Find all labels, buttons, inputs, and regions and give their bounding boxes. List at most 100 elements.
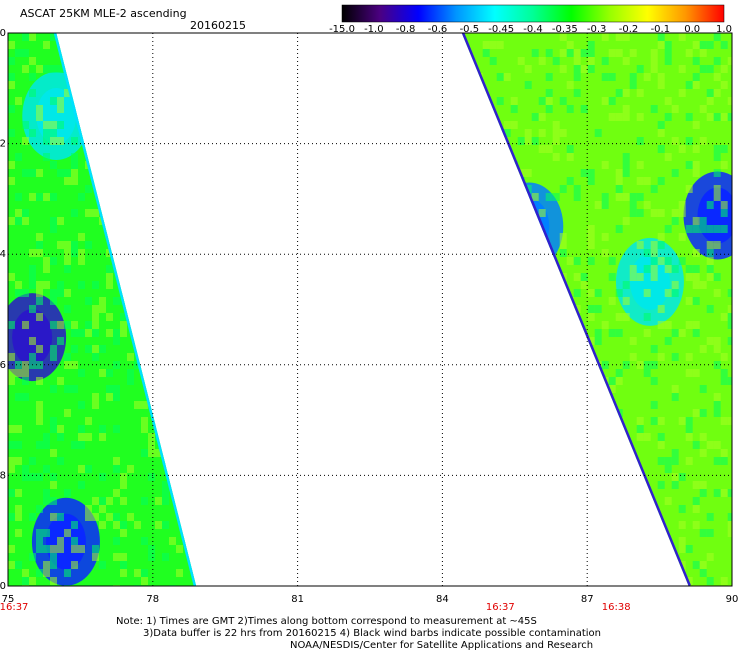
swath-pixel [664,497,672,505]
swath-pixel [190,337,197,345]
swath-pixel [636,137,644,145]
swath-pixel [468,105,476,113]
swath-pixel [113,465,120,473]
swath-pixel [615,521,623,529]
swath-pixel [468,401,476,409]
y-tick-label: -48 [0,470,6,481]
swath-pixel [545,193,553,201]
swath-pixel [15,193,22,201]
swath-pixel [29,305,36,313]
swath-pixel [148,33,155,41]
swath-pixel [29,273,36,281]
swath-pixel [71,57,78,65]
swath-pixel [615,497,623,505]
swath-pixel [664,49,672,57]
swath-pixel [538,281,546,289]
swath-pixel [601,473,609,481]
swath-pixel [190,537,197,545]
swath-pixel [671,105,679,113]
swath-pixel [8,81,15,89]
swath-pixel [15,505,22,513]
swath-pixel [643,313,651,321]
swath-pixel [113,537,120,545]
swath-pixel [482,465,490,473]
swath-pixel [636,193,644,201]
swath-pixel [127,49,134,57]
swath-pixel [692,497,700,505]
swath-pixel [134,185,141,193]
swath-pixel [15,97,22,105]
colorbar-tick-label: -0.4 [523,24,543,35]
swath-pixel [475,97,483,105]
swath-pixel [99,33,106,41]
swath-pixel [559,241,567,249]
swath-pixel [36,409,43,417]
swath-pixel [169,257,176,265]
swath-pixel [22,473,29,481]
swath-pixel [71,329,78,337]
swath-pixel [57,97,64,105]
swath-pixel [503,321,511,329]
swath-pixel [148,441,155,449]
swath-pixel [461,425,469,433]
swath-pixel [706,241,714,249]
swath-pixel [594,513,602,521]
swath-pixel [15,489,22,497]
swath-pixel [517,137,525,145]
swath-pixel [503,169,511,177]
swath-pixel [496,209,504,217]
swath-pixel [183,521,190,529]
swath-pixel [524,201,532,209]
swath-pixel [489,217,497,225]
swath-pixel [566,177,574,185]
swath-pixel [643,545,651,553]
swath-pixel [482,217,490,225]
swath-pixel [657,145,665,153]
swath-pixel [64,89,71,97]
swath-pixel [524,273,532,281]
y-tick-label: -40 [0,28,6,39]
swath-pixel [615,185,623,193]
swath-pixel [475,353,483,361]
y-tick-label: -42 [0,139,6,150]
swath-pixel [92,161,99,169]
swath-pixel [573,65,581,73]
swath-pixel [601,497,609,505]
swath-pixel [657,457,665,465]
swath-pixel [190,121,197,129]
swath-pixel [538,345,546,353]
swath-pixel [531,529,539,537]
swath-pixel [657,41,665,49]
swath-pixel [650,345,658,353]
swath-pixel [29,129,36,137]
swath-pixel [650,105,658,113]
swath-pixel [36,297,43,305]
swath-pixel [15,457,22,465]
swath-pixel [120,473,127,481]
swath-pixel [85,513,92,521]
swath-pixel [99,561,106,569]
swath-pixel [552,313,560,321]
swath-pixel [615,177,623,185]
swath-pixel [461,89,469,97]
swath-pixel [92,345,99,353]
swath-pixel [713,273,721,281]
swath-pixel [120,225,127,233]
swath-pixel [720,417,728,425]
swath-pixel [580,433,588,441]
swath-pixel [622,169,630,177]
time-label: 16:38 [602,602,631,613]
swath-pixel [601,361,609,369]
swath-pixel [64,409,71,417]
swath-pixel [524,577,532,585]
swath-pixel [489,169,497,177]
swath-pixel [524,385,532,393]
swath-pixel [120,497,127,505]
swath-pixel [706,577,714,585]
swath-pixel [43,121,50,129]
swath-pixel [580,473,588,481]
swath-pixel [78,465,85,473]
swath-pixel [664,97,672,105]
swath-pixel [559,473,567,481]
swath-pixel [566,41,574,49]
